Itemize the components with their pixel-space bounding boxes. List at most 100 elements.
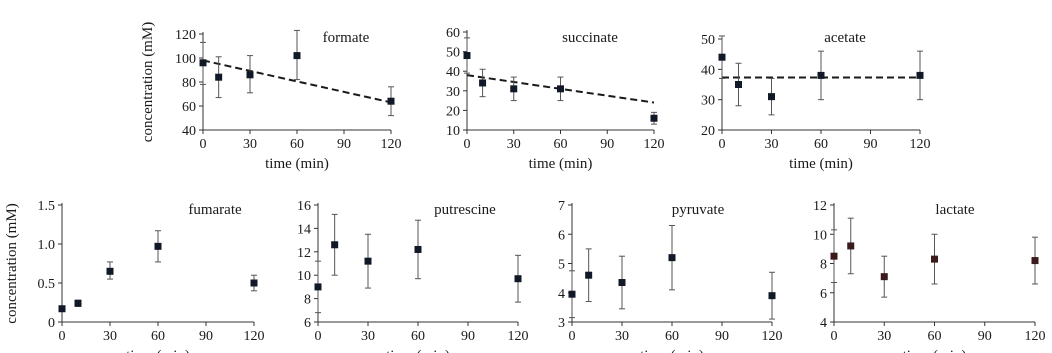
panel-title: pyruvate (672, 202, 725, 218)
y-tick-label: 4 (558, 287, 565, 302)
data-point (916, 71, 924, 79)
x-tick-label: 30 (765, 137, 779, 152)
y-tick-label: 30 (701, 94, 715, 109)
y-tick-label: 16 (297, 199, 311, 214)
y-tick-label: 8 (304, 293, 311, 308)
y-tick-label: 120 (175, 28, 196, 43)
x-axis-label: time (min) (386, 348, 450, 353)
x-tick-label: 0 (569, 329, 576, 344)
x-tick-label: 30 (243, 137, 257, 152)
y-tick-label: 40 (446, 65, 460, 80)
data-point (215, 73, 223, 81)
y-tick-label: 7 (558, 199, 565, 214)
x-tick-label: 90 (978, 329, 992, 344)
x-tick-label: 60 (665, 329, 679, 344)
y-tick-label: 40 (182, 124, 196, 139)
y-tick-label: 50 (446, 46, 460, 61)
x-tick-label: 60 (928, 329, 942, 344)
data-point (199, 59, 207, 67)
y-tick-label: 12 (297, 246, 311, 261)
data-point (931, 255, 938, 263)
data-point (514, 275, 522, 283)
x-tick-label: 120 (910, 137, 931, 152)
data-point (718, 53, 726, 61)
x-tick-label: 120 (1025, 329, 1046, 344)
panel-title: formate (323, 30, 370, 46)
y-tick-label: 10 (446, 124, 460, 139)
x-tick-label: 60 (151, 329, 165, 344)
data-point (414, 245, 422, 253)
panel-title: lactate (935, 202, 974, 218)
data-point (817, 71, 825, 79)
x-tick-label: 0 (464, 137, 471, 152)
data-point (768, 292, 776, 300)
x-axis-label: time (min) (126, 348, 190, 353)
data-point (510, 85, 518, 93)
trend-line (202, 59, 392, 104)
x-tick-label: 0 (200, 137, 207, 152)
data-point (568, 290, 576, 298)
x-tick-label: 120 (644, 137, 665, 152)
data-point (58, 305, 66, 313)
data-point (735, 81, 742, 88)
y-tick-label: 30 (446, 85, 460, 100)
x-tick-label: 30 (877, 329, 891, 344)
y-tick-label: 60 (446, 26, 460, 41)
panel-fumarate: 0 30 60 90 120 0 0.5 1.0 1.5 time (min) concentrat… (4, 199, 265, 353)
data-point (106, 267, 114, 275)
y-tick-label: 0.5 (38, 277, 56, 292)
x-tick-label: 90 (600, 137, 614, 152)
y-tick-label: 1.0 (38, 238, 56, 253)
y-tick-label: 100 (175, 52, 196, 67)
data-point (331, 241, 339, 249)
y-tick-label: 60 (182, 100, 196, 115)
x-tick-label: 0 (719, 137, 726, 152)
y-tick-label: 5 (558, 258, 565, 273)
data-point (387, 97, 395, 105)
panel-title: succinate (562, 30, 618, 46)
x-tick-label: 90 (715, 329, 729, 344)
x-tick-label: 0 (59, 329, 66, 344)
x-tick-label: 120 (508, 329, 529, 344)
x-tick-label: 0 (831, 329, 838, 344)
data-point (1031, 257, 1039, 265)
y-tick-label: 1.5 (38, 199, 56, 214)
x-tick-label: 90 (337, 137, 351, 152)
panel-putrescine: 0 30 60 90 120 6 8 10 12 14 16 time (min) putrescine (297, 199, 529, 353)
data-point (830, 252, 838, 260)
x-axis-label: time (min) (903, 348, 967, 353)
panel-succinate: 0 30 60 90 120 10 20 30 40 50 60 time (min) succinat… (446, 26, 665, 172)
x-tick-label: 60 (290, 137, 304, 152)
data-point (74, 299, 82, 307)
y-axis-label: concentration (mM) (140, 22, 156, 142)
y-tick-label: 14 (297, 222, 311, 237)
y-tick-label: 40 (701, 63, 715, 78)
data-point (479, 79, 487, 87)
data-point (650, 114, 658, 122)
data-point (585, 271, 593, 279)
data-point (364, 257, 372, 265)
panel-formate: 0 30 60 90 120 40 60 80 100 120 time (min) concentr… (140, 22, 402, 172)
x-tick-label: 30 (615, 329, 629, 344)
x-tick-label: 90 (864, 137, 878, 152)
y-tick-label: 6 (820, 287, 827, 302)
y-tick-label: 0 (48, 316, 55, 331)
y-tick-label: 12 (813, 199, 827, 214)
x-axis-label: time (min) (265, 156, 329, 172)
x-tick-label: 30 (361, 329, 375, 344)
data-point (293, 52, 301, 60)
panel-title: fumarate (188, 202, 242, 218)
x-tick-label: 90 (461, 329, 475, 344)
data-point (154, 242, 162, 250)
y-tick-label: 3 (558, 316, 565, 331)
x-axis-label: time (min) (789, 156, 853, 172)
data-point (880, 273, 888, 281)
data-point (618, 279, 626, 287)
y-tick-label: 10 (813, 228, 827, 243)
data-point (463, 52, 471, 60)
y-axis-label: concentration (mM) (4, 203, 20, 323)
y-tick-label: 20 (446, 104, 460, 119)
panel-lactate: 0 30 60 90 120 4 6 8 10 12 time (min) lactate (813, 199, 1046, 353)
x-tick-label: 60 (411, 329, 425, 344)
